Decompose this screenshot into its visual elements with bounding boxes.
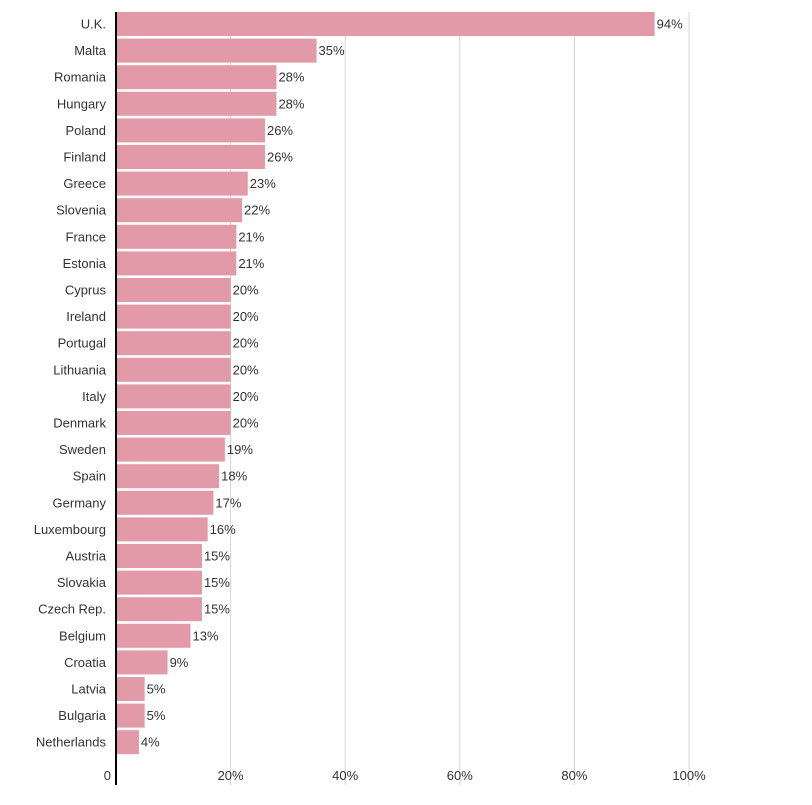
value-label: 22% — [244, 203, 270, 218]
value-label: 20% — [233, 362, 259, 377]
category-label: Estonia — [63, 256, 107, 271]
labels: 0 20% 40% 60% 80% 100% U.K. 94% Malta 35% Romania 2… — [34, 17, 706, 784]
category-label: Luxembourg — [34, 522, 106, 537]
value-label: 13% — [192, 628, 218, 643]
bar — [116, 464, 220, 489]
x-tick-label: 20% — [218, 768, 244, 783]
bar — [116, 304, 231, 329]
category-label: France — [66, 229, 106, 244]
x-tick-label: 100% — [672, 768, 706, 783]
x-tick-label: 80% — [561, 768, 587, 783]
category-label: Czech Rep. — [38, 602, 106, 617]
bars — [116, 12, 655, 755]
value-label: 19% — [227, 442, 253, 457]
value-label: 20% — [233, 336, 259, 351]
value-label: 20% — [233, 389, 259, 404]
value-label: 28% — [278, 70, 304, 85]
value-label: 28% — [278, 96, 304, 111]
value-label: 15% — [204, 602, 230, 617]
bar — [116, 91, 277, 116]
value-label: 21% — [238, 229, 264, 244]
bar — [116, 437, 225, 462]
category-label: Ireland — [66, 309, 106, 324]
category-label: Germany — [53, 495, 107, 510]
bar — [116, 544, 202, 568]
value-label: 26% — [267, 123, 293, 138]
category-label: Portugal — [58, 336, 107, 351]
bar — [116, 517, 208, 542]
category-label: Slovakia — [57, 575, 107, 590]
category-label: Spain — [73, 469, 106, 484]
bar — [116, 730, 139, 755]
bar — [116, 597, 202, 622]
value-label: 5% — [147, 682, 166, 697]
bar — [116, 118, 265, 143]
category-label: U.K. — [81, 17, 106, 32]
value-label: 20% — [233, 283, 259, 298]
category-label: Cyprus — [65, 283, 107, 298]
bar — [116, 145, 265, 169]
bar — [116, 623, 191, 648]
value-label: 9% — [170, 655, 189, 670]
bar — [116, 331, 231, 356]
category-label: Hungary — [57, 96, 107, 111]
category-label: Poland — [66, 123, 106, 138]
category-label: Latvia — [71, 682, 106, 697]
bar — [116, 411, 231, 435]
bar — [116, 38, 317, 63]
category-label: Bulgaria — [58, 708, 106, 723]
bar — [116, 198, 243, 223]
category-label: Netherlands — [36, 735, 107, 750]
value-label: 20% — [233, 416, 259, 431]
x-tick-label: 60% — [447, 768, 473, 783]
category-label: Greece — [63, 176, 106, 191]
value-label: 94% — [657, 17, 683, 32]
value-label: 35% — [319, 43, 345, 58]
bar — [116, 490, 214, 515]
category-label: Austria — [66, 549, 107, 564]
bar — [116, 251, 237, 276]
category-label: Finland — [63, 150, 106, 165]
gridlines — [230, 12, 690, 785]
value-label: 16% — [210, 522, 236, 537]
category-label: Belgium — [59, 628, 106, 643]
category-label: Sweden — [59, 442, 106, 457]
bar — [116, 12, 655, 36]
bar — [116, 384, 231, 409]
bar — [116, 677, 145, 701]
x-tick-label: 40% — [332, 768, 358, 783]
value-label: 5% — [147, 708, 166, 723]
value-label: 26% — [267, 150, 293, 165]
bar — [116, 224, 237, 249]
category-label: Croatia — [64, 655, 107, 670]
value-label: 21% — [238, 256, 264, 271]
category-label: Romania — [54, 70, 107, 85]
value-label: 18% — [221, 469, 247, 484]
bar — [116, 171, 248, 196]
value-label: 23% — [250, 176, 276, 191]
category-label: Lithuania — [53, 362, 107, 377]
bar — [116, 570, 202, 595]
category-label: Italy — [82, 389, 106, 404]
value-label: 17% — [215, 495, 241, 510]
category-label: Malta — [74, 43, 107, 58]
bar — [116, 65, 277, 90]
value-label: 15% — [204, 575, 230, 590]
x-tick-label: 0 — [104, 768, 111, 783]
category-label: Slovenia — [56, 203, 107, 218]
value-label: 4% — [141, 735, 160, 750]
bar — [116, 650, 168, 675]
value-label: 20% — [233, 309, 259, 324]
value-label: 15% — [204, 549, 230, 564]
category-label: Denmark — [53, 416, 106, 431]
bar — [116, 703, 145, 728]
bar — [116, 278, 231, 302]
bar — [116, 357, 231, 382]
